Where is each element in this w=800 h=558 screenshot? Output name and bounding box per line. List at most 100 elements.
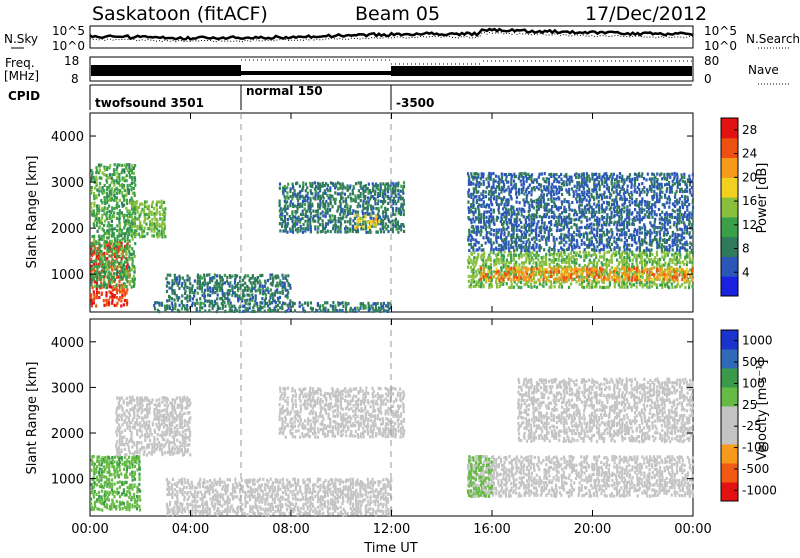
power-cell xyxy=(648,258,650,261)
power-cell xyxy=(550,271,552,274)
power-cell xyxy=(94,247,96,250)
power-cell xyxy=(689,268,691,271)
power-cell xyxy=(107,224,109,227)
power-cell xyxy=(470,275,472,278)
power-cell xyxy=(327,202,329,205)
power-cell xyxy=(512,246,514,249)
power-cell xyxy=(561,276,563,279)
power-cell xyxy=(553,271,555,274)
power-cell xyxy=(521,233,523,236)
power-cell xyxy=(468,183,470,186)
power-cell xyxy=(618,276,620,279)
power-cell xyxy=(613,252,615,255)
power-cell xyxy=(573,231,575,234)
power-cell xyxy=(249,302,251,305)
power-cell xyxy=(673,270,675,273)
power-cell xyxy=(610,228,612,231)
power-cell xyxy=(550,193,552,196)
power-cell xyxy=(201,306,203,309)
power-cell xyxy=(387,182,389,185)
power-cell xyxy=(113,199,115,202)
power-cell xyxy=(253,310,255,313)
power-cell xyxy=(527,201,529,204)
power-cell xyxy=(557,196,559,199)
power-cell xyxy=(133,271,135,274)
power-cell xyxy=(91,177,93,180)
power-cell xyxy=(98,164,100,167)
power-cell xyxy=(276,282,278,285)
power-cell xyxy=(256,302,258,305)
power-cell xyxy=(133,172,135,175)
power-cell xyxy=(483,278,485,281)
power-cell xyxy=(342,305,344,308)
power-cell xyxy=(176,294,178,297)
power-cell xyxy=(548,275,550,278)
power-cell xyxy=(671,258,673,261)
power-cell xyxy=(349,185,351,188)
power-cell xyxy=(518,257,520,260)
power-cell xyxy=(629,173,631,176)
power-cell xyxy=(281,225,283,228)
power-cell xyxy=(639,226,641,229)
power-cell xyxy=(360,181,362,184)
power-cell xyxy=(362,218,364,221)
power-cell xyxy=(558,223,560,226)
power-cell xyxy=(290,200,292,203)
power-cell xyxy=(671,283,673,286)
power-cell xyxy=(544,221,546,224)
power-cell xyxy=(334,215,336,218)
power-cell xyxy=(174,302,176,305)
power-cell xyxy=(576,273,578,276)
power-cell xyxy=(658,244,660,247)
power-cell xyxy=(378,306,380,309)
power-cell xyxy=(636,204,638,207)
power-cell xyxy=(634,278,636,281)
power-cell xyxy=(347,213,349,216)
power-cell xyxy=(363,185,365,188)
power-cell xyxy=(161,217,163,220)
power-cell xyxy=(402,223,404,226)
power-cell xyxy=(610,194,612,197)
power-cell xyxy=(531,203,533,206)
power-cell xyxy=(115,245,117,248)
power-cell xyxy=(100,250,102,253)
power-cell xyxy=(573,223,575,226)
power-cell xyxy=(560,186,562,189)
power-cell xyxy=(598,223,600,226)
power-cell xyxy=(656,186,658,189)
power-cell xyxy=(543,275,545,278)
power-cell xyxy=(134,219,136,222)
power-cell xyxy=(560,173,562,176)
power-cell xyxy=(531,173,533,176)
power-cell xyxy=(638,188,640,191)
power-cell xyxy=(575,218,577,221)
power-cell xyxy=(676,272,678,275)
power-cell xyxy=(332,182,334,185)
power-cell xyxy=(209,294,211,297)
power-cell xyxy=(337,301,339,304)
power-cell xyxy=(91,275,93,278)
power-cell xyxy=(251,293,253,296)
power-cell xyxy=(548,221,550,224)
power-cell xyxy=(542,278,544,281)
power-cell xyxy=(372,205,374,208)
power-cell xyxy=(468,206,470,209)
power-cell xyxy=(656,172,658,175)
power-cell xyxy=(156,301,158,304)
power-cell xyxy=(578,246,580,249)
power-cell xyxy=(510,233,512,236)
power-cell xyxy=(663,281,665,284)
power-cell xyxy=(539,273,541,276)
power-cell xyxy=(639,231,641,234)
power-cell xyxy=(353,185,355,188)
power-cell xyxy=(565,173,567,176)
power-cell xyxy=(558,181,560,184)
power-cell xyxy=(197,286,199,289)
power-cell xyxy=(570,176,572,179)
power-cell xyxy=(116,224,118,227)
power-cell xyxy=(628,244,630,247)
power-cell xyxy=(498,185,500,188)
power-cell xyxy=(539,239,541,242)
power-cell xyxy=(91,302,93,305)
power-cell xyxy=(277,309,279,312)
